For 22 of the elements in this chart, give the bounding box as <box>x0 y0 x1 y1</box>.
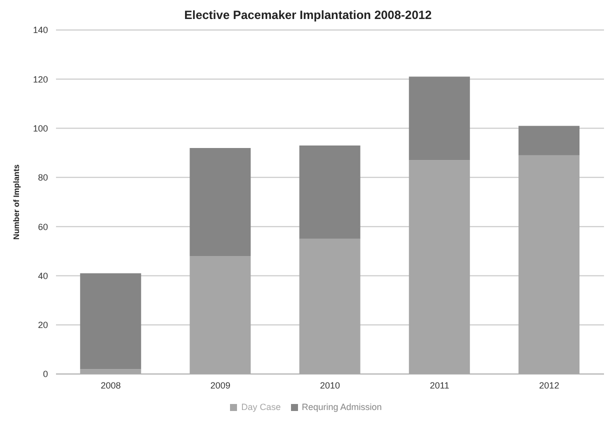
y-tick-label: 120 <box>32 74 48 84</box>
bar <box>518 126 580 156</box>
x-tick-label: 2009 <box>210 380 230 390</box>
chart-title: Elective Pacemaker Implantation 2008-2012 <box>183 8 433 22</box>
x-tick-label: 2010 <box>320 380 340 390</box>
y-tick-label: 140 <box>32 25 48 36</box>
y-tick-label: 0 <box>42 369 48 380</box>
y-tick-label: 40 <box>38 270 48 281</box>
y-tick-label: 20 <box>38 320 48 330</box>
legend-label: Day Case <box>241 402 281 412</box>
y-tick-label: 60 <box>38 222 48 232</box>
x-tick-label: 2008 <box>100 380 121 390</box>
y-tick-label: 80 <box>38 172 48 183</box>
bar <box>299 145 360 239</box>
legend-label: Requring Admission <box>302 402 382 412</box>
bar <box>408 76 470 160</box>
x-tick-label: 2011 <box>430 380 450 390</box>
x-tick-label: 2012 <box>539 380 560 390</box>
y-axis-title: Number of Implants <box>12 164 21 240</box>
y-tick-label: 100 <box>32 123 48 134</box>
bar <box>190 148 251 256</box>
bar <box>80 273 142 370</box>
